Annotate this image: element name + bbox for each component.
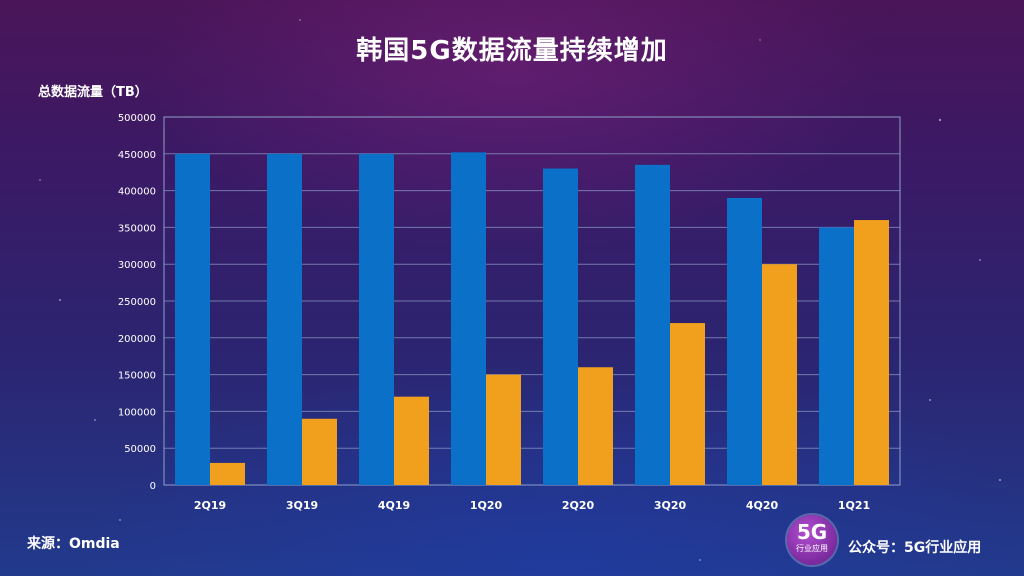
- y-tick-label: 100000: [118, 407, 156, 418]
- bar-series-1-1Q21: [819, 227, 854, 485]
- x-tick-labels: 2Q19 3Q19 4Q19 1Q20 2Q20 3Q20 4Q20 1Q21: [194, 499, 870, 512]
- y-tick-label: 300000: [118, 260, 156, 271]
- y-tick-label: 500000: [118, 113, 156, 124]
- x-tick-label: 2Q20: [562, 499, 595, 512]
- y-tick-label: 400000: [118, 187, 156, 198]
- y-tick-label: 350000: [118, 223, 156, 234]
- bar-series-2-3Q19: [302, 418, 337, 485]
- bar-series-2-4Q20: [762, 264, 797, 485]
- x-tick-label: 1Q21: [838, 499, 870, 512]
- y-tick-label: 450000: [118, 150, 156, 161]
- y-tick-label: 200000: [118, 334, 156, 345]
- bar-series-2-4Q19: [394, 396, 429, 485]
- bar-series-2-2Q20: [578, 367, 613, 485]
- y-axis-label: 总数据流量（TB）: [38, 85, 148, 100]
- bar-series-2-1Q20: [486, 374, 521, 485]
- logo-text-5g: 5G: [796, 520, 828, 544]
- page-title: 韩国5G数据流量持续增加: [356, 36, 668, 66]
- y-tick-label: 50000: [124, 444, 156, 455]
- x-tick-label: 1Q20: [470, 499, 503, 512]
- y-tick-label: 250000: [118, 297, 156, 308]
- y-tick-label: 0: [150, 481, 156, 492]
- source-note: 来源：Omdia: [27, 536, 120, 552]
- bar-series-2-2Q19: [210, 462, 245, 485]
- x-tick-label: 2Q19: [194, 499, 226, 512]
- bar-series-1-3Q20: [635, 164, 670, 485]
- y-tick-label: 150000: [118, 371, 156, 382]
- bar-series-1-2Q19: [175, 153, 210, 486]
- bar-series-1-4Q20: [727, 197, 762, 485]
- bar-series-1-3Q19: [267, 153, 302, 486]
- bar-series-2-1Q21: [854, 220, 889, 486]
- wechat-account: 公众号：5G行业应用: [848, 540, 982, 556]
- logo-badge: 5G 行业应用: [787, 515, 837, 565]
- x-tick-label: 3Q20: [654, 499, 687, 512]
- x-tick-label: 4Q20: [746, 499, 779, 512]
- x-tick-label: 3Q19: [286, 499, 318, 512]
- x-tick-label: 4Q19: [378, 499, 410, 512]
- bars: [175, 152, 889, 486]
- bar-series-1-2Q20: [543, 168, 578, 485]
- bar-series-2-3Q20: [670, 323, 705, 485]
- y-tick-labels: 0 50000 100000 150000 200000 250000 300000 3500…: [118, 113, 156, 492]
- bar-series-1-4Q19: [359, 153, 394, 486]
- bar-series-1-1Q20: [451, 152, 486, 485]
- logo-text-subtitle: 行业应用: [796, 544, 828, 553]
